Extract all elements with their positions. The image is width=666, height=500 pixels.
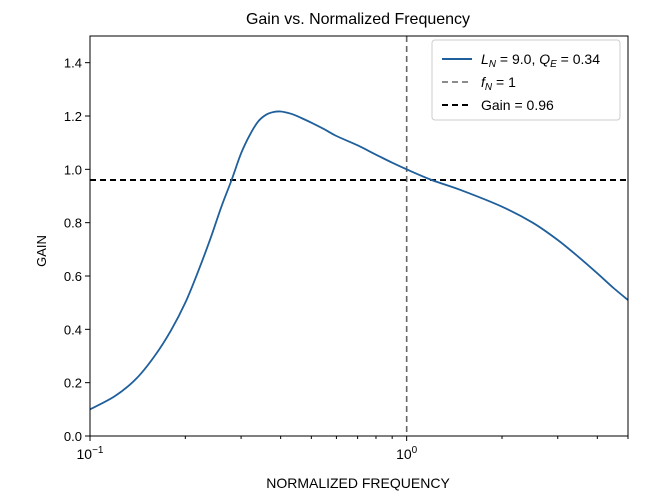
legend-label-fn: fN = 1 xyxy=(481,74,516,93)
x-tick-label: 100 xyxy=(396,445,418,462)
y-tick-label: 0.2 xyxy=(64,376,82,391)
y-tick-label: 0.6 xyxy=(64,269,82,284)
chart-title: Gain vs. Normalized Frequency xyxy=(246,11,470,28)
y-axis-label: GAIN xyxy=(34,235,49,267)
legend-label-curve: LN = 9.0, QE = 0.34 xyxy=(481,51,600,70)
y-tick-label: 1.0 xyxy=(64,162,82,177)
legend: LN = 9.0, QE = 0.34 fN = 1 Gain = 0.96 xyxy=(431,39,621,121)
y-tick-label: 0.8 xyxy=(64,216,82,231)
y-tick-label: 1.4 xyxy=(64,56,82,71)
y-tick-label: 0.4 xyxy=(64,322,82,337)
y-tick-label: 0.0 xyxy=(64,429,82,444)
legend-label-gain: Gain = 0.96 xyxy=(481,97,554,113)
gain-curve xyxy=(90,110,628,411)
plot-frame xyxy=(89,35,629,437)
x-axis-label: NORMALIZED FREQUENCY xyxy=(266,475,450,491)
y-tick-label: 1.2 xyxy=(64,109,82,124)
legend-frame xyxy=(431,39,621,121)
x-tick-label: 10−1 xyxy=(77,445,104,462)
